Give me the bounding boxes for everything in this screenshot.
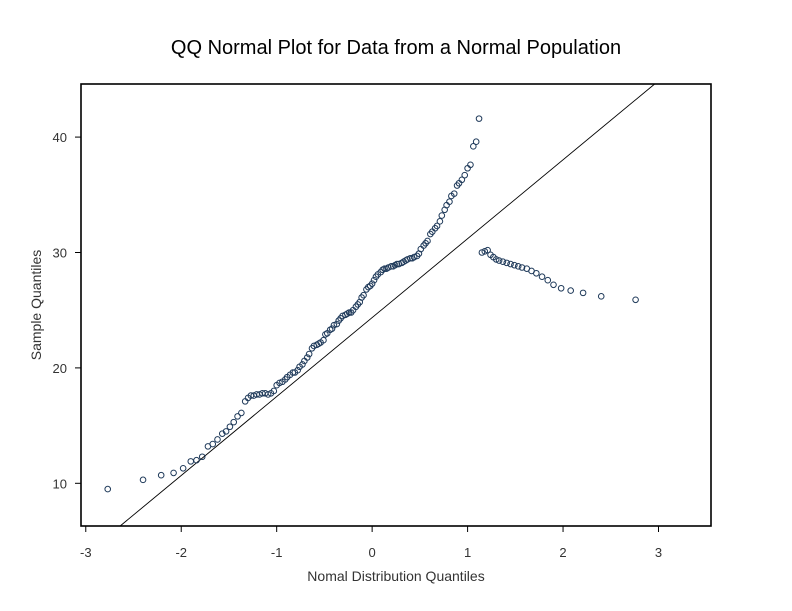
data-point: [193, 456, 200, 464]
y-tick-label: 30: [53, 245, 67, 260]
data-point: [499, 258, 507, 266]
data-point: [511, 261, 518, 269]
data-point: [557, 284, 565, 292]
data-point: [538, 273, 546, 281]
data-points: [104, 115, 639, 493]
data-point: [305, 350, 313, 358]
data-point: [226, 423, 234, 431]
data-point: [270, 387, 278, 395]
x-tick-label: 3: [655, 545, 662, 560]
data-point: [264, 391, 272, 398]
data-point: [294, 366, 301, 374]
x-tick-label: -2: [175, 545, 187, 560]
data-point: [381, 265, 388, 272]
data-point: [470, 143, 477, 150]
data-point: [179, 464, 187, 472]
data-point: [230, 418, 238, 426]
data-point: [385, 264, 392, 271]
x-tick-label: -1: [271, 545, 283, 560]
data-point: [370, 276, 378, 284]
data-point: [436, 218, 444, 225]
y-axis-label: Sample Quantiles: [28, 250, 44, 361]
data-point: [484, 246, 491, 254]
chart-title: QQ Normal Plot for Data from a Normal Po…: [171, 37, 621, 59]
data-point: [238, 409, 245, 417]
x-tick-label: -3: [80, 545, 92, 560]
data-point: [518, 264, 526, 271]
data-point: [597, 293, 605, 300]
y-tick-label: 10: [53, 476, 67, 491]
data-point: [495, 257, 503, 264]
data-point: [424, 237, 431, 245]
data-point: [214, 436, 221, 443]
data-point: [393, 260, 401, 268]
plot-frame: [80, 83, 712, 527]
data-point: [299, 361, 306, 368]
data-point: [209, 440, 217, 448]
data-point: [478, 249, 486, 256]
data-point: [492, 256, 500, 263]
data-point: [544, 276, 552, 284]
data-point: [433, 222, 441, 230]
data-point: [276, 379, 283, 387]
reference-line: [119, 83, 655, 527]
data-point: [330, 321, 338, 329]
y-tick-label: 40: [53, 130, 67, 145]
data-point: [404, 256, 411, 263]
axis-ticks: -3 -2 -1 0 1 2 3 10 20 30 40: [53, 130, 663, 560]
data-point: [157, 471, 165, 479]
data-point: [514, 263, 522, 270]
data-point: [303, 354, 311, 361]
data-point: [328, 325, 336, 332]
data-point: [368, 280, 376, 287]
data-point: [222, 428, 230, 435]
x-tick-label: 2: [559, 545, 566, 560]
data-point: [472, 138, 480, 146]
data-point: [187, 458, 195, 465]
data-point: [461, 171, 469, 179]
data-point: [579, 289, 587, 297]
x-tick-label: 0: [369, 545, 376, 560]
y-tick-label: 20: [53, 361, 67, 376]
data-point: [450, 190, 458, 197]
data-point: [567, 287, 574, 294]
data-point: [139, 476, 147, 484]
data-point: [410, 253, 418, 261]
data-point: [533, 269, 540, 277]
data-point: [104, 485, 112, 493]
data-point: [320, 336, 327, 344]
data-point: [481, 248, 489, 255]
x-axis-label: Nomal Distribution Quantiles: [307, 568, 484, 584]
data-point: [458, 176, 466, 184]
data-point: [170, 469, 177, 477]
data-point: [503, 259, 511, 267]
data-point: [632, 296, 639, 304]
data-point: [550, 281, 557, 289]
data-point: [407, 254, 414, 262]
data-point: [360, 291, 367, 299]
data-point: [507, 260, 514, 268]
data-point: [467, 161, 474, 169]
data-point: [446, 198, 453, 206]
data-point: [234, 413, 241, 420]
data-point: [198, 453, 206, 461]
x-tick-label: 1: [464, 545, 471, 560]
data-point: [438, 212, 446, 219]
data-point: [387, 263, 395, 270]
data-point: [333, 320, 341, 328]
data-point: [475, 115, 483, 122]
